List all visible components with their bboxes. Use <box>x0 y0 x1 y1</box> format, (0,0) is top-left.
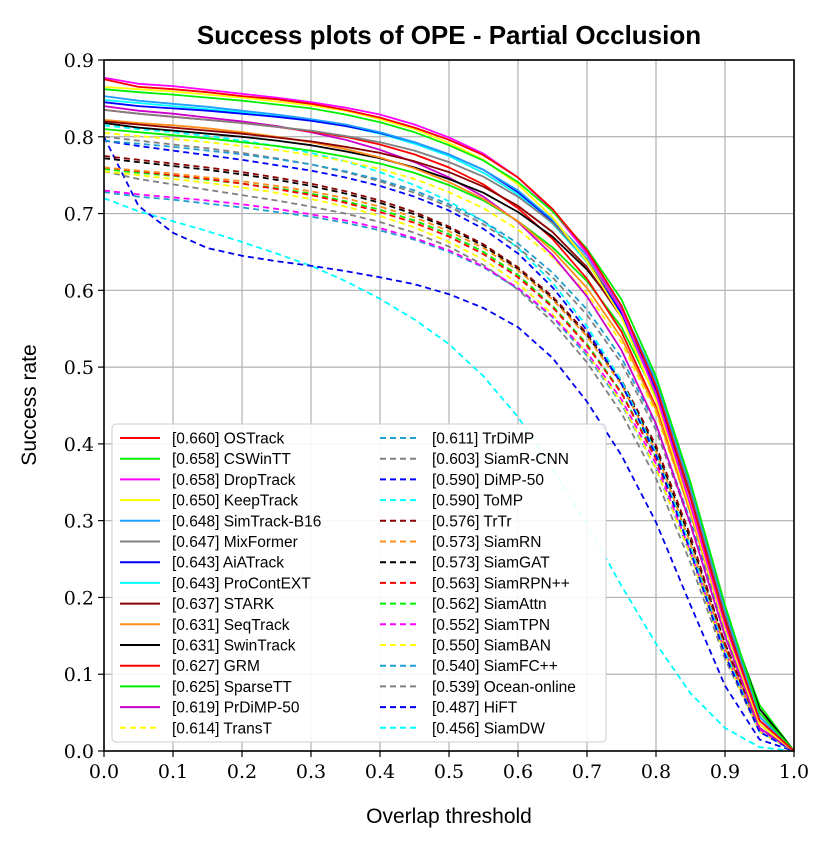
series-line-17 <box>103 139 795 752</box>
y-axis-label: Success rate <box>18 344 41 465</box>
series-line-5 <box>103 109 795 752</box>
axis-ticks: 0.0 0.1 0.2 0.3 0.4 0.5 0.6 0.7 0.8 0.9 1.0 0.0 0.1 0… <box>64 50 809 783</box>
legend-label-4: [0.648] SimTrack-B16 <box>172 513 321 530</box>
legend-label-8: [0.637] STARK <box>172 596 275 613</box>
legend-label-18: [0.590] ToMP <box>432 493 523 510</box>
series-line-18 <box>103 124 795 752</box>
series-line-22 <box>103 166 795 752</box>
legend-label-24: [0.552] SiamTPN <box>432 617 550 634</box>
series-line-9 <box>103 119 795 752</box>
series-line-24 <box>103 189 795 752</box>
series-line-26 <box>103 191 795 752</box>
series-line-0 <box>103 78 795 752</box>
legend-label-7: [0.643] ProContEXT <box>172 575 311 592</box>
legend-label-23: [0.562] SiamAttn <box>432 596 547 613</box>
legend-label-17: [0.590] DiMP-50 <box>432 472 544 489</box>
legend-label-21: [0.573] SiamGAT <box>432 555 550 572</box>
legend-label-25: [0.550] SiamBAN <box>432 638 551 655</box>
legend-label-22: [0.563] SiamRPN++ <box>432 575 570 592</box>
y-tick-label: 0.8 <box>64 127 94 149</box>
x-tick-label: 0.7 <box>572 761 602 783</box>
legend-label-1: [0.658] CSWinTT <box>172 451 291 468</box>
x-tick-label: 0.5 <box>434 761 464 783</box>
series-line-27 <box>103 170 795 752</box>
x-tick-label: 0.4 <box>365 761 395 783</box>
x-tick-label: 0.1 <box>158 761 188 783</box>
legend-box <box>111 423 607 743</box>
legend-label-19: [0.576] TrTr <box>432 513 512 530</box>
x-tick-label: 0.2 <box>227 761 257 783</box>
x-tick-label: 0.9 <box>710 761 740 783</box>
legend-label-26: [0.540] SiamFC++ <box>432 658 558 675</box>
legend-label-29: [0.456] SiamDW <box>432 720 545 737</box>
legend-label-5: [0.647] MixFormer <box>172 534 298 551</box>
series-line-19 <box>103 155 795 752</box>
x-tick-label: 1.0 <box>779 761 809 783</box>
legend-label-12: [0.625] SparseTT <box>172 679 292 696</box>
y-tick-label: 0.9 <box>64 50 94 72</box>
y-tick-label: 0.7 <box>64 204 94 226</box>
series-line-1 <box>103 88 795 752</box>
legend-label-16: [0.603] SiamR-CNN <box>432 451 569 468</box>
x-tick-label: 0.8 <box>641 761 671 783</box>
x-tick-label: 0.6 <box>503 761 533 783</box>
series-line-2 <box>103 76 795 752</box>
x-axis-label: Overlap threshold <box>366 805 532 828</box>
x-tick-label: 0.3 <box>296 761 326 783</box>
legend-label-14: [0.614] TransT <box>172 720 272 737</box>
legend-label-11: [0.627] GRM <box>172 658 260 675</box>
legend-label-15: [0.611] TrDiMP <box>432 431 534 448</box>
series-line-3 <box>103 86 795 752</box>
legend-label-2: [0.658] DropTrack <box>172 472 296 489</box>
y-tick-label: 0.6 <box>64 280 94 302</box>
series-line-13 <box>103 105 795 752</box>
series-line-4 <box>103 95 795 752</box>
legend-label-3: [0.650] KeepTrack <box>172 493 298 510</box>
legend-label-13: [0.619] PrDiMP-50 <box>172 700 300 717</box>
legend-label-6: [0.643] AiATrack <box>172 555 284 572</box>
series-lines <box>103 76 795 752</box>
y-tick-label: 0.4 <box>64 434 94 456</box>
y-tick-label: 0.2 <box>64 587 94 609</box>
series-line-20 <box>103 166 795 752</box>
legend-label-28: [0.487] HiFT <box>432 700 518 717</box>
legend-label-10: [0.631] SwinTrack <box>172 638 296 655</box>
legend-label-27: [0.539] Ocean-online <box>432 679 576 696</box>
series-line-29 <box>103 197 795 752</box>
x-tick-label: 0.0 <box>89 761 119 783</box>
y-tick-label: 0.1 <box>64 664 94 686</box>
series-line-28 <box>103 136 795 752</box>
legend-label-9: [0.631] SeqTrack <box>172 617 290 634</box>
y-tick-label: 0.3 <box>64 511 94 533</box>
legend-label-0: [0.660] OSTrack <box>172 431 285 448</box>
series-line-21 <box>103 157 795 752</box>
y-tick-label: 0.0 <box>64 741 94 763</box>
legend: [0.660] OSTrack [0.658] CSWinTT [0.658] Dr… <box>111 423 607 743</box>
series-line-25 <box>103 170 795 752</box>
y-tick-label: 0.5 <box>64 357 94 379</box>
chart-title: Success plots of OPE - Partial Occlusion <box>197 20 701 50</box>
legend-label-20: [0.573] SiamRN <box>432 534 541 551</box>
